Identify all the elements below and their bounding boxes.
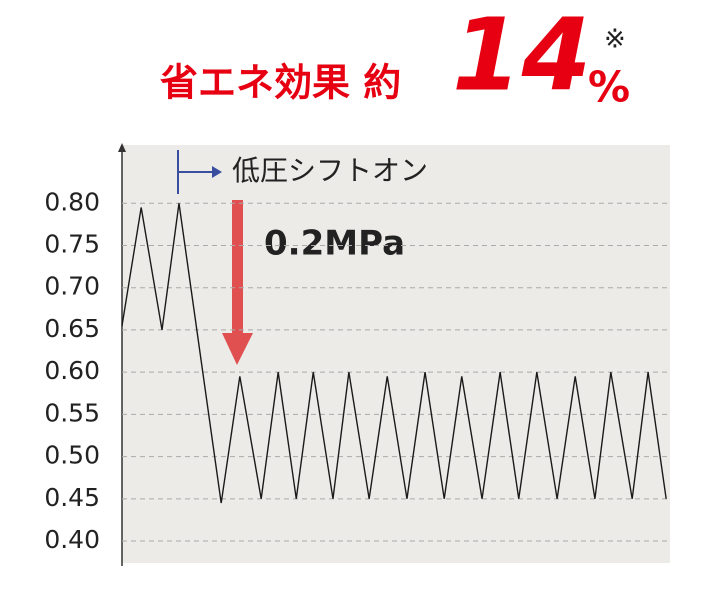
plot-area bbox=[122, 145, 670, 563]
annotation: 0.2MPa bbox=[264, 224, 405, 264]
y-tick-label: 0.50 bbox=[44, 441, 100, 470]
y-tick-label: 0.40 bbox=[44, 525, 100, 554]
shift-arrow-head bbox=[212, 166, 222, 178]
drop-arrow bbox=[232, 200, 243, 335]
data-line bbox=[121, 203, 667, 504]
headline-value: 14 bbox=[452, 0, 591, 113]
y-tick-label: 0.55 bbox=[44, 398, 100, 427]
drop-arrow-head bbox=[222, 333, 253, 365]
y-tick-label: 0.45 bbox=[44, 483, 100, 512]
headline-text: 省エネ効果 約 bbox=[160, 61, 401, 105]
headline-unit: % bbox=[588, 63, 630, 112]
y-tick-label: 0.75 bbox=[44, 229, 100, 258]
y-tick-label: 0.60 bbox=[44, 356, 100, 385]
footnote-mark: ※ bbox=[604, 25, 626, 55]
annotation: 低圧シフトオン bbox=[232, 154, 428, 187]
y-axis-arrow bbox=[118, 143, 126, 152]
y-tick-label: 0.65 bbox=[44, 314, 100, 343]
y-tick-label: 0.70 bbox=[44, 272, 100, 301]
y-tick-label: 0.80 bbox=[44, 187, 100, 216]
